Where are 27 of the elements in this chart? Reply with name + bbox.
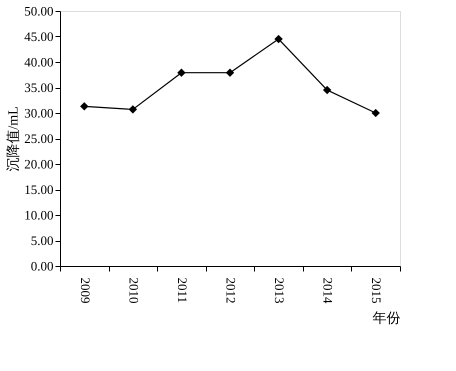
point	[372, 108, 380, 118]
y-tick-label: 25.00	[24, 131, 54, 146]
x-tick-label: 2010	[126, 278, 142, 304]
y-tick-label: 45.00	[24, 29, 54, 44]
y-tick-label: 30.00	[24, 106, 54, 120]
x-tick-label: 2011	[174, 278, 190, 304]
y-tick-label: 40.00	[24, 54, 54, 70]
point	[322, 86, 332, 94]
x-tick-label: 2013	[272, 278, 288, 304]
point	[274, 34, 283, 44]
point	[128, 105, 138, 114]
y-tick-label: 50.00	[24, 4, 54, 18]
y-tick-label: 35.00	[24, 80, 54, 95]
point	[177, 68, 186, 77]
x-tick-label: 2012	[224, 278, 238, 304]
y-tick-label: 10.00	[24, 208, 54, 222]
x-tick-label: 2009	[78, 278, 93, 304]
y-tick-label: 20.00	[24, 156, 54, 172]
x-axis-title: 年份	[372, 310, 400, 326]
point	[226, 68, 234, 77]
y-tick-label: 0.00	[30, 258, 54, 274]
x-tick-label: 2014	[320, 278, 336, 304]
y-axis-title: 沉降值/mL	[5, 106, 22, 172]
y-tick-label: 15.00	[24, 182, 54, 197]
y-tick-label: 5.00	[30, 233, 54, 248]
x-tick-label: 2015	[369, 278, 384, 304]
point	[80, 102, 88, 111]
